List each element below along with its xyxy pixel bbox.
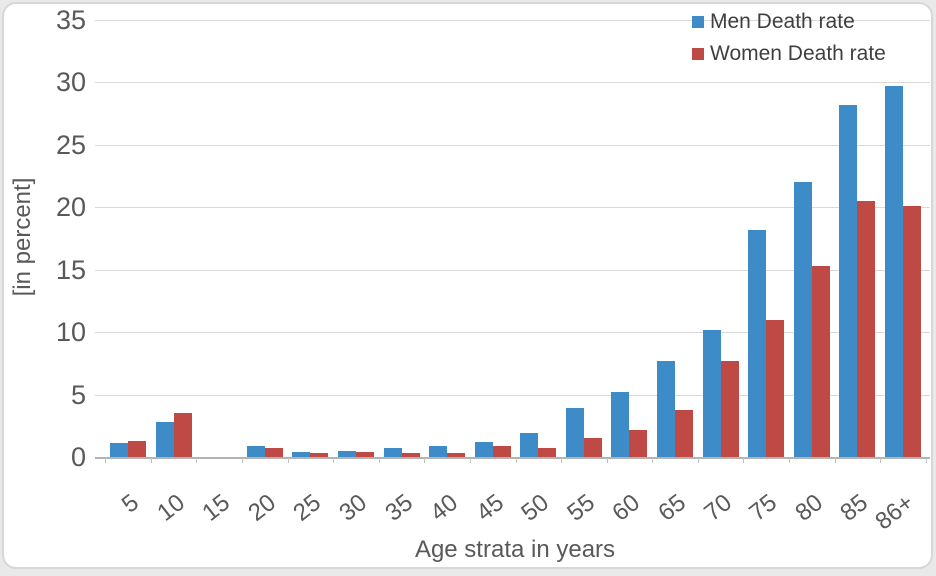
bar-women-30 bbox=[355, 452, 374, 457]
bar-women-25 bbox=[310, 453, 329, 457]
bar-women-70 bbox=[720, 360, 739, 457]
bar-women-60 bbox=[629, 429, 648, 457]
x-axis-tick-mark bbox=[561, 458, 563, 463]
gridline-0 bbox=[95, 457, 930, 459]
bar-men-55 bbox=[565, 408, 584, 457]
bar-women-50 bbox=[538, 448, 557, 457]
legend-label-men: Men Death rate bbox=[710, 10, 855, 33]
y-tick-label-15: 15 bbox=[55, 254, 86, 285]
men-series-swatch-icon bbox=[692, 16, 704, 28]
x-axis-tick-mark bbox=[105, 458, 107, 463]
x-axis-tick-mark bbox=[925, 458, 927, 463]
bar-men-10 bbox=[155, 422, 174, 457]
x-axis-tick-mark bbox=[424, 458, 426, 463]
gridline-5 bbox=[95, 394, 930, 396]
x-axis-tick-mark bbox=[333, 458, 335, 463]
x-axis-tick-mark bbox=[241, 458, 243, 463]
gridline-25 bbox=[95, 144, 930, 146]
bar-men-86+ bbox=[885, 86, 904, 457]
legend: Men Death rate Women Death rate bbox=[692, 9, 886, 73]
bar-men-35 bbox=[383, 448, 402, 457]
x-axis-tick-mark bbox=[515, 458, 517, 463]
x-axis-tick-mark bbox=[697, 458, 699, 463]
bar-men-60 bbox=[611, 392, 630, 457]
y-tick-label-35: 35 bbox=[55, 5, 86, 35]
gridline-30 bbox=[95, 82, 930, 84]
bar-men-65 bbox=[657, 360, 676, 457]
bar-men-80 bbox=[793, 182, 812, 457]
x-axis-tick-mark bbox=[789, 458, 791, 463]
x-axis-tick-mark bbox=[834, 458, 836, 463]
legend-item-women: Women Death rate bbox=[692, 41, 886, 67]
x-axis-tick-mark bbox=[287, 458, 289, 463]
bar-women-80 bbox=[811, 265, 830, 457]
gridline-15 bbox=[95, 269, 930, 271]
bar-women-55 bbox=[583, 438, 602, 457]
bar-women-85 bbox=[857, 201, 876, 457]
y-tick-label-0: 0 bbox=[70, 442, 86, 472]
bar-women-86+ bbox=[903, 206, 922, 457]
bar-men-75 bbox=[748, 229, 767, 457]
bar-men-40 bbox=[429, 445, 448, 457]
y-axis-title: [in percent] bbox=[9, 177, 36, 297]
x-axis-tick-mark bbox=[469, 458, 471, 463]
bar-women-5 bbox=[128, 440, 146, 457]
bar-men-20 bbox=[246, 445, 265, 457]
bar-women-40 bbox=[447, 453, 466, 457]
y-tick-label-20: 20 bbox=[55, 192, 86, 223]
bar-women-20 bbox=[264, 448, 283, 457]
y-tick-label-25: 25 bbox=[55, 129, 86, 160]
bar-women-35 bbox=[401, 453, 420, 457]
legend-item-men: Men Death rate bbox=[692, 9, 886, 35]
bar-men-50 bbox=[520, 433, 539, 457]
bar-women-45 bbox=[492, 445, 511, 457]
x-axis-tick-mark bbox=[378, 458, 380, 463]
bar-women-75 bbox=[766, 319, 785, 457]
women-series-swatch-icon bbox=[692, 48, 704, 60]
bar-women-10 bbox=[173, 413, 192, 457]
bar-women-65 bbox=[675, 409, 694, 457]
gridline-20 bbox=[95, 207, 930, 209]
bar-men-5 bbox=[110, 443, 128, 457]
gridline-35 bbox=[95, 20, 930, 21]
bar-men-45 bbox=[474, 442, 493, 457]
y-tick-label-30: 30 bbox=[55, 67, 86, 98]
legend-label-women: Women Death rate bbox=[710, 42, 886, 65]
bar-men-25 bbox=[292, 452, 311, 457]
x-axis-tick-mark bbox=[150, 458, 152, 463]
chart-card bbox=[2, 2, 933, 569]
y-tick-label-10: 10 bbox=[55, 317, 86, 348]
x-axis-title: Age strata in years bbox=[414, 536, 616, 563]
x-axis-tick-mark bbox=[743, 458, 745, 463]
x-axis-tick-mark bbox=[880, 458, 882, 463]
gridline-10 bbox=[95, 332, 930, 334]
x-axis-tick-mark bbox=[652, 458, 654, 463]
bar-men-85 bbox=[839, 104, 858, 457]
y-tick-label-5: 5 bbox=[70, 379, 86, 410]
bar-men-70 bbox=[702, 329, 721, 457]
x-axis-tick-mark bbox=[606, 458, 608, 463]
bar-men-30 bbox=[337, 450, 356, 457]
x-axis-tick-mark bbox=[196, 458, 198, 463]
